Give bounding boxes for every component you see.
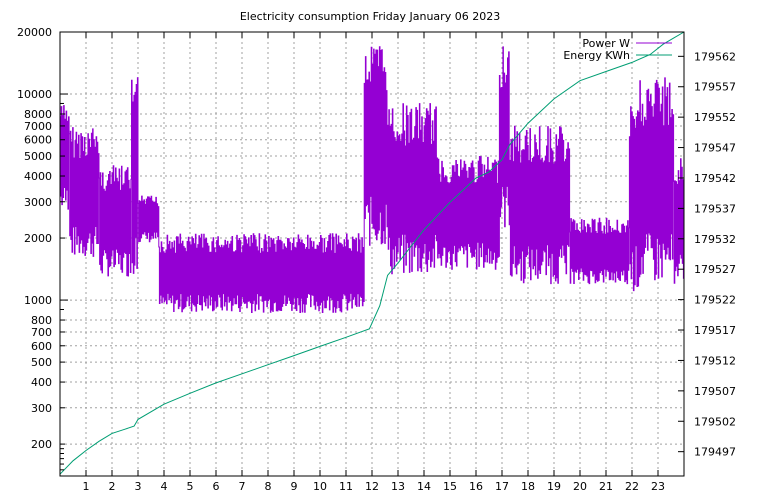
y-tick-label: 200 [31,438,52,451]
power-series-line [60,46,684,313]
chart-title: Electricity consumption Friday January 0… [240,10,500,23]
x-tick-label: 18 [521,480,535,493]
x-tick-label: 3 [135,480,142,493]
x-tick-label: 5 [187,480,194,493]
y2-tick-label: 179512 [694,354,736,367]
x-tick-label: 11 [339,480,353,493]
x-tick-label: 13 [391,480,405,493]
legend-label-energy: Energy KWh [563,49,630,62]
y-tick-label: 300 [31,402,52,415]
x-tick-label: 8 [265,480,272,493]
y-tick-label: 3000 [24,196,52,209]
x-tick-label: 12 [365,480,379,493]
y2-tick-label: 179502 [694,415,736,428]
y2-tick-label: 179517 [694,324,736,337]
y2-tick-label: 179527 [694,263,736,276]
x-tick-label: 7 [239,480,246,493]
y-tick-label: 700 [31,326,52,339]
x-tick-label: 22 [625,480,639,493]
legend-label-power: Power W [582,37,630,50]
y2-tick-label: 179562 [694,50,736,63]
y2-tick-label: 179532 [694,233,736,246]
y-tick-label: 4000 [24,170,52,183]
y-tick-label: 6000 [24,134,52,147]
legend: Power W Energy KWh [563,37,672,62]
y2-tick-label: 179537 [694,202,736,215]
x-tick-label: 1 [83,480,90,493]
y-tick-label: 1000 [24,294,52,307]
y2-tick-label: 179552 [694,111,736,124]
y-tick-label: 10000 [17,88,52,101]
y2-tick-label: 179507 [694,385,736,398]
x-tick-label: 15 [443,480,457,493]
x-tick-label: 19 [547,480,561,493]
y-tick-label: 600 [31,340,52,353]
y2-tick-label: 179497 [694,446,736,459]
y2-tick-label: 179547 [694,142,736,155]
x-tick-label: 9 [291,480,298,493]
y-tick-label: 800 [31,314,52,327]
y2-tick-label: 179542 [694,172,736,185]
series-layer [59,31,685,475]
plot-border [59,31,685,477]
x-tick-label: 21 [599,480,613,493]
y-tick-label: 400 [31,376,52,389]
x-tick-label: 17 [495,480,509,493]
axis-layer: 1 2 3 4 5 6 7 8 9 10 11 12 13 14 15 16 17 18 19 20 21 22 23200… [17,26,736,493]
y2-tick-label: 179522 [694,294,736,307]
y-tick-label: 20000 [17,26,52,39]
x-tick-label: 14 [417,480,431,493]
y-tick-label: 7000 [24,120,52,133]
x-tick-label: 23 [651,480,665,493]
x-tick-label: 2 [109,480,116,493]
x-tick-label: 6 [213,480,220,493]
y-tick-label: 500 [31,356,52,369]
x-tick-label: 4 [161,480,168,493]
y2-tick-label: 179557 [694,81,736,94]
y-tick-label: 8000 [24,108,52,121]
x-tick-label: 10 [313,480,327,493]
x-tick-label: 20 [573,480,587,493]
y-tick-label: 2000 [24,232,52,245]
y-tick-label: 5000 [24,150,52,163]
energy-series-line [59,31,685,475]
x-tick-label: 16 [469,480,483,493]
